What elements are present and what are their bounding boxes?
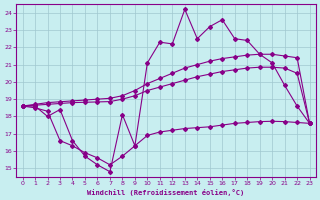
X-axis label: Windchill (Refroidissement éolien,°C): Windchill (Refroidissement éolien,°C) <box>87 189 245 196</box>
